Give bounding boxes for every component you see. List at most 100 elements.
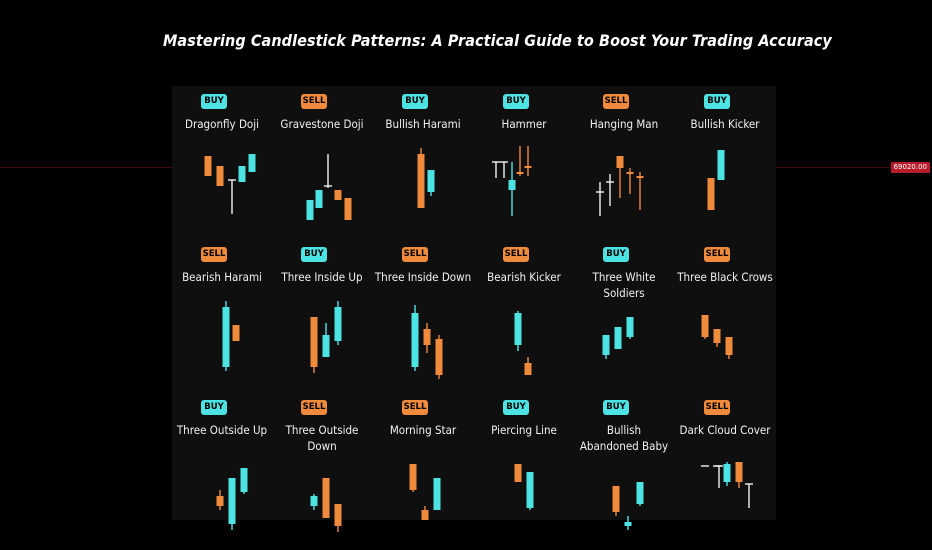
buy-badge: BUY bbox=[603, 247, 629, 262]
candle bbox=[334, 190, 342, 200]
candle bbox=[322, 323, 330, 357]
candle bbox=[636, 482, 644, 506]
buy-badge: BUY bbox=[402, 94, 428, 109]
candle bbox=[306, 200, 314, 220]
candle bbox=[636, 172, 644, 210]
candle bbox=[315, 190, 323, 208]
pattern-diagram bbox=[409, 464, 441, 520]
pattern-name: Bullish Kicker bbox=[690, 117, 760, 131]
candle bbox=[707, 178, 715, 210]
candle bbox=[715, 465, 723, 488]
sell-badge: SELL bbox=[704, 247, 730, 262]
pattern-name: Bullish Abandoned Baby bbox=[579, 423, 669, 453]
pattern-name: Three Black Crows bbox=[677, 270, 773, 284]
pattern-card: SELL Bearish Harami bbox=[172, 247, 272, 387]
buy-badge: BUY bbox=[301, 247, 327, 262]
pattern-name: Bearish Kicker bbox=[487, 270, 561, 284]
pattern-diagram bbox=[306, 154, 352, 220]
pattern-card: SELL Morning Star bbox=[373, 400, 473, 540]
buy-badge: BUY bbox=[704, 94, 730, 109]
pattern-name: Piercing Line bbox=[491, 423, 557, 437]
candle bbox=[248, 154, 256, 172]
pattern-card: SELL Three Inside Down bbox=[373, 247, 473, 387]
candle bbox=[423, 323, 431, 353]
pattern-card: SELL Bearish Kicker bbox=[474, 247, 574, 387]
candle bbox=[435, 335, 443, 379]
candle bbox=[606, 174, 614, 206]
buy-badge: BUY bbox=[503, 94, 529, 109]
buy-badge: BUY bbox=[201, 400, 227, 415]
sell-badge: SELL bbox=[301, 400, 327, 415]
sell-badge: SELL bbox=[603, 94, 629, 109]
pattern-name: Three White Soldiers bbox=[592, 270, 656, 300]
pattern-name: Bearish Harami bbox=[182, 270, 262, 284]
buy-badge: BUY bbox=[603, 400, 629, 415]
candle bbox=[216, 490, 224, 510]
pattern-diagram bbox=[310, 301, 342, 373]
pattern-card: SELL Hanging Man bbox=[574, 94, 674, 234]
candle bbox=[626, 317, 634, 339]
candle bbox=[701, 315, 709, 339]
pattern-name: Three Outside Down bbox=[285, 423, 359, 453]
pattern-name: Dragonfly Doji bbox=[185, 117, 259, 131]
pattern-diagram bbox=[492, 146, 532, 216]
candle bbox=[222, 301, 230, 371]
pattern-card: BUY Dragonfly Doji bbox=[172, 94, 272, 234]
pattern-card: BUY Three Inside Up bbox=[272, 247, 372, 387]
candle bbox=[238, 166, 246, 182]
sell-badge: SELL bbox=[301, 94, 327, 109]
candle bbox=[596, 182, 604, 216]
candle bbox=[216, 166, 224, 186]
candle bbox=[228, 478, 236, 530]
pattern-name: Bullish Harami bbox=[385, 117, 461, 131]
candle bbox=[310, 494, 318, 510]
pattern-diagram bbox=[222, 301, 240, 371]
candle bbox=[508, 162, 516, 216]
candle bbox=[417, 148, 425, 208]
candle bbox=[500, 161, 508, 178]
pattern-diagram bbox=[701, 315, 733, 359]
pattern-card: BUY Hammer bbox=[474, 94, 574, 234]
candle bbox=[626, 168, 634, 194]
candle bbox=[612, 486, 620, 516]
candle bbox=[614, 327, 622, 349]
candle bbox=[524, 357, 532, 375]
pattern-card: BUY Three Outside Up bbox=[172, 400, 272, 540]
pattern-card: SELL Gravestone Doji bbox=[272, 94, 372, 234]
candle bbox=[717, 150, 725, 180]
pattern-diagram bbox=[514, 464, 534, 510]
pattern-diagram bbox=[596, 156, 644, 216]
buy-badge: BUY bbox=[503, 400, 529, 415]
pattern-name: Hammer bbox=[501, 117, 547, 131]
candle bbox=[433, 478, 441, 510]
pattern-name: Dark Cloud Cover bbox=[679, 423, 771, 437]
pattern-name: Gravestone Doji bbox=[280, 117, 364, 131]
pattern-card: BUY Bullish Kicker bbox=[675, 94, 775, 234]
pattern-diagram bbox=[411, 305, 443, 379]
candle bbox=[232, 325, 240, 341]
pattern-diagram bbox=[204, 154, 256, 214]
pattern-name: Morning Star bbox=[389, 423, 457, 437]
candle bbox=[240, 468, 248, 494]
sell-badge: SELL bbox=[402, 247, 428, 262]
candle bbox=[324, 154, 332, 188]
pattern-diagram bbox=[701, 462, 753, 508]
candle bbox=[228, 179, 236, 214]
pattern-card: SELL Three Black Crows bbox=[675, 247, 775, 387]
candle bbox=[310, 317, 318, 373]
candle bbox=[602, 335, 610, 359]
candle bbox=[526, 472, 534, 510]
pattern-diagram bbox=[602, 317, 634, 359]
candle bbox=[334, 301, 342, 345]
pattern-board: BUY Dragonfly Doji SELL Gravestone Doji BUY B… bbox=[172, 86, 776, 532]
page-title: Mastering Candlestick Patterns: A Practi… bbox=[163, 31, 832, 50]
pattern-diagram bbox=[707, 150, 725, 210]
candle bbox=[514, 311, 522, 351]
candle bbox=[516, 146, 524, 176]
buy-badge: BUY bbox=[201, 94, 227, 109]
candle bbox=[344, 198, 352, 220]
pattern-name: Three Inside Up bbox=[281, 270, 363, 284]
candle bbox=[735, 462, 743, 488]
pattern-card: BUY Bullish Abandoned Baby bbox=[574, 400, 674, 540]
pattern-name: Three Inside Down bbox=[374, 270, 472, 284]
